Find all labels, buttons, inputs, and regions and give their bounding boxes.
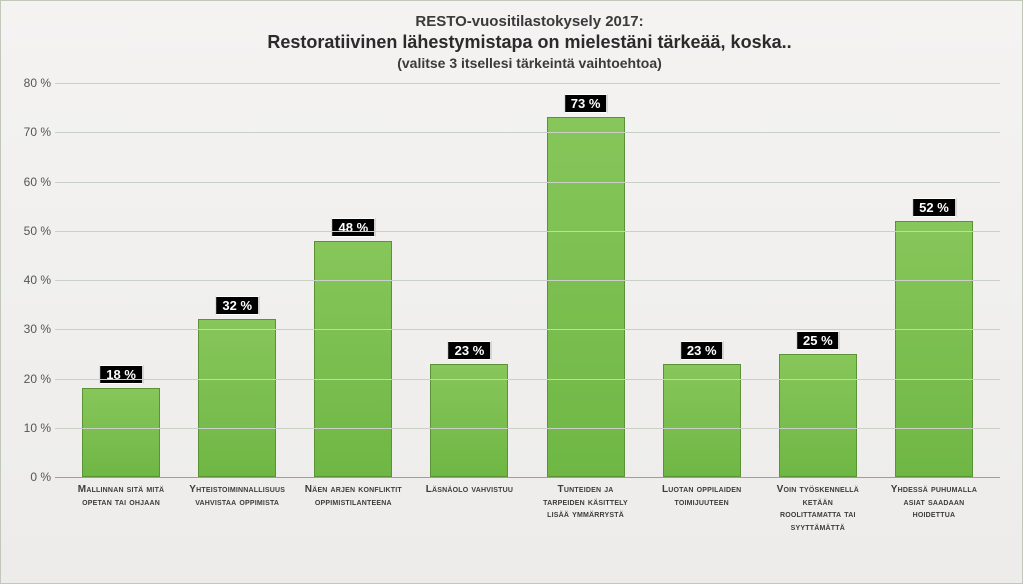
gridline [55,231,1000,232]
y-tick-label: 20 % [7,372,51,386]
gridline [55,182,1000,183]
bar: 52 % [895,221,973,477]
x-axis-label: Mallinnan sitä mitä opetan tai ohjaan [63,484,179,534]
bar-value-label: 18 % [99,365,143,384]
bar: 18 % [82,388,160,477]
bar: 25 % [779,354,857,477]
bar-value-label: 52 % [912,198,956,217]
plot-area: 18 %32 %48 %23 %73 %23 %25 %52 % 0 %10 %… [55,83,1000,478]
bar-value-label: 48 % [331,218,375,237]
gridline [55,379,1000,380]
x-axis-label: Luotan oppilaiden toimijuuteen [644,484,760,534]
y-tick-label: 70 % [7,125,51,139]
bar: 73 % [547,117,625,477]
bar: 32 % [198,319,276,477]
chart-title: Restoratiivinen lähestymistapa on mieles… [55,32,1004,53]
chart-subtitle: (valitse 3 itsellesi tärkeintä vaihtoeht… [55,55,1004,71]
x-axis-label: Voin työskennellä ketään roolittamatta t… [760,484,876,534]
y-tick-label: 40 % [7,273,51,287]
chart-supertitle: RESTO-vuositilastokysely 2017: [55,13,1004,30]
bar: 48 % [314,241,392,477]
y-tick-label: 30 % [7,322,51,336]
x-axis-label: Näen arjen konfliktit oppimistilanteena [295,484,411,534]
x-axis-label: Tunteiden ja tarpeiden käsittely lisää y… [528,484,644,534]
y-tick-label: 0 % [7,470,51,484]
gridline [55,428,1000,429]
y-tick-label: 60 % [7,175,51,189]
bar-value-label: 25 % [796,331,840,350]
gridline [55,83,1000,84]
bar-value-label: 73 % [564,94,608,113]
gridline [55,329,1000,330]
chart-titles: RESTO-vuositilastokysely 2017: Restorati… [55,13,1004,71]
bar-value-label: 32 % [215,296,259,315]
chart-container: RESTO-vuositilastokysely 2017: Restorati… [0,0,1023,584]
x-axis-label: Yhdessä puhumalla asiat saadaan hoidettu… [876,484,992,534]
x-axis-label: Läsnäolo vahvistuu [411,484,527,534]
y-tick-label: 50 % [7,224,51,238]
bar-value-label: 23 % [680,341,724,360]
bar: 23 % [663,364,741,477]
bar-value-label: 23 % [448,341,492,360]
y-tick-label: 80 % [7,76,51,90]
gridline [55,280,1000,281]
x-axis-label: Yhteistoiminnallisuus vahvistaa oppimist… [179,484,295,534]
x-axis-labels: Mallinnan sitä mitä opetan tai ohjaanYht… [55,478,1000,534]
bar: 23 % [430,364,508,477]
y-tick-label: 10 % [7,421,51,435]
gridline [55,132,1000,133]
